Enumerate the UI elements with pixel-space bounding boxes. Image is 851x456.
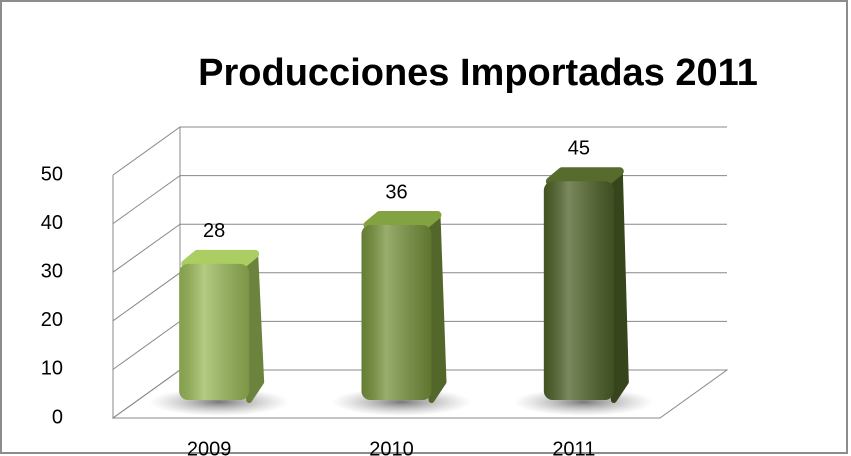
y-tick-label: 50 [41, 163, 63, 185]
bar-top [363, 211, 442, 230]
chart-title: Producciones Importadas 2011 [198, 52, 758, 94]
value-label: 45 [568, 138, 590, 160]
bar [361, 211, 447, 403]
x-tick-label: 2011 [552, 438, 595, 456]
bar-front-shine [361, 225, 432, 400]
y-tick-label: 40 [41, 212, 63, 234]
bar [179, 249, 265, 403]
bar-top [545, 167, 624, 186]
value-label: 28 [203, 220, 225, 242]
bar [543, 167, 629, 403]
y-tick-label: 20 [41, 309, 63, 331]
x-tick-label: 2010 [369, 438, 414, 456]
grid-line [112, 175, 727, 225]
bar-top [181, 249, 260, 268]
y-tick-label: 0 [52, 406, 63, 428]
grid-line [112, 126, 727, 176]
x-tick-label: 2009 [187, 438, 232, 456]
bar-front-shine [179, 263, 250, 400]
y-tick-label: 30 [41, 260, 63, 282]
bar-front-shine [543, 181, 614, 400]
value-label: 36 [385, 181, 407, 203]
y-tick-label: 10 [41, 358, 63, 380]
